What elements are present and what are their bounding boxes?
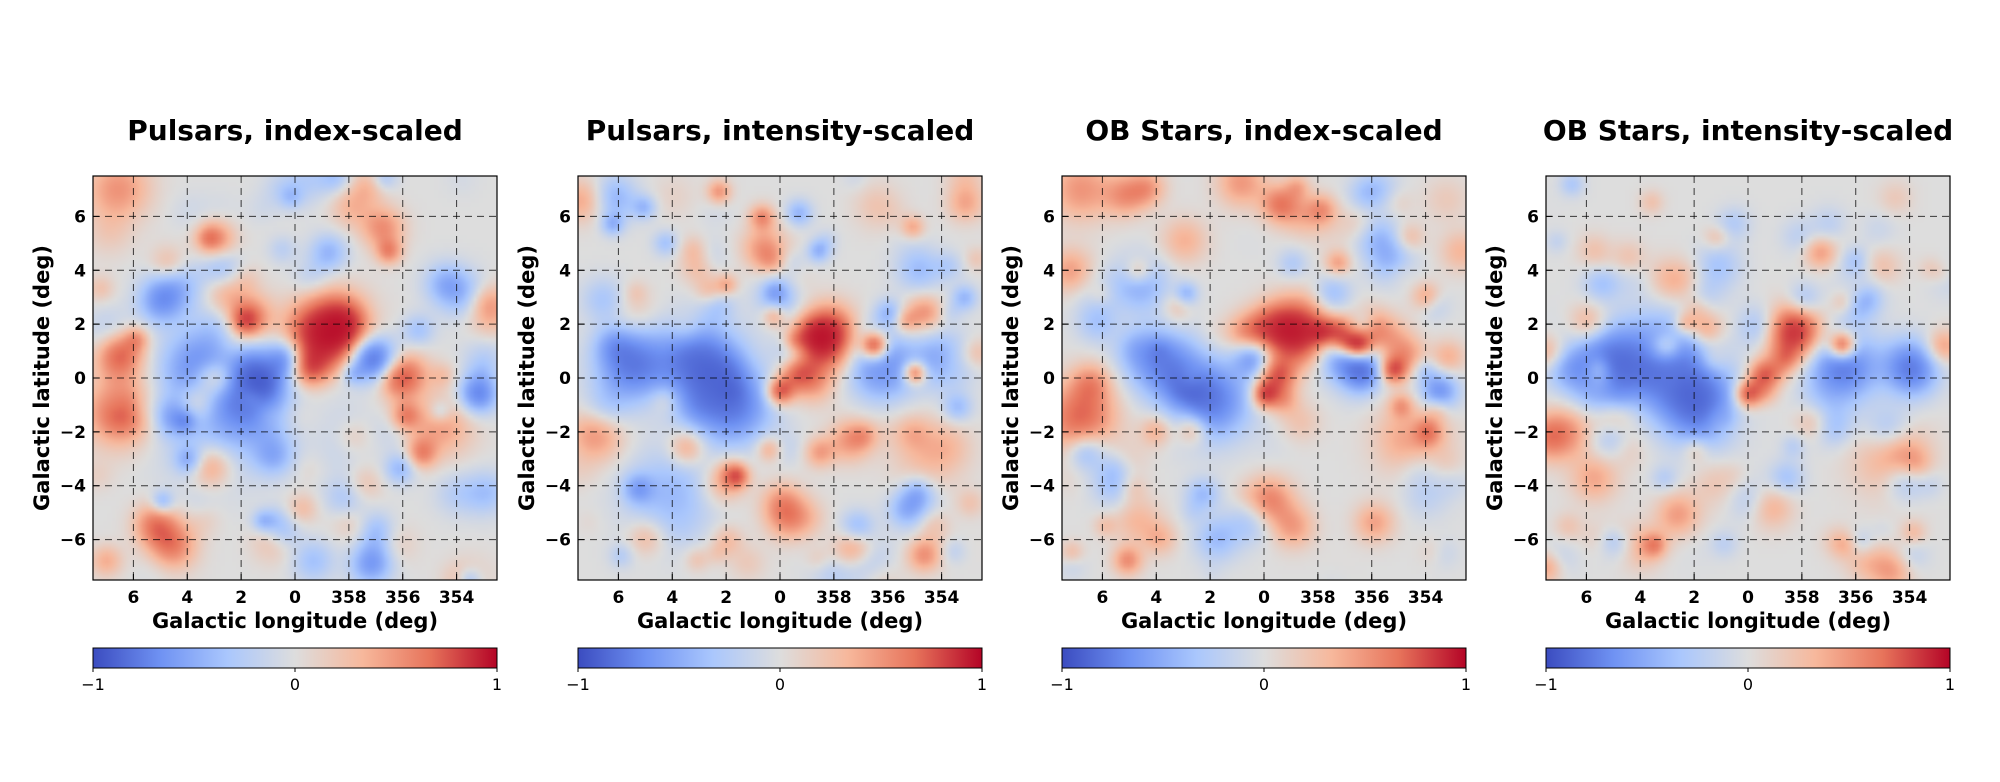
y-tick-label: −2 xyxy=(545,423,571,443)
y-axis-label: Galactic latitude (deg) xyxy=(999,245,1023,511)
y-tick-label: −6 xyxy=(60,531,86,551)
colorbar xyxy=(1061,647,1467,669)
panel-title: Pulsars, intensity-scaled xyxy=(586,114,975,147)
colorbar xyxy=(577,647,983,669)
x-tick-label: 356 xyxy=(1838,588,1874,608)
y-tick-label: 6 xyxy=(74,207,86,227)
y-tick-label: 0 xyxy=(1043,369,1055,389)
y-tick-label: 0 xyxy=(74,369,86,389)
colorbar xyxy=(1545,647,1951,669)
panel-3: 6 4 2 0 358 356 354 6 4 2 0 −2 −4 −6 OB Stars, index-s… xyxy=(999,114,1471,694)
y-tick-label: −2 xyxy=(1513,423,1539,443)
y-tick-label: 2 xyxy=(74,315,86,335)
colorbar-tick-label: −1 xyxy=(1534,675,1558,694)
x-tick-label: 358 xyxy=(816,588,852,608)
y-tick-label: 6 xyxy=(1527,207,1539,227)
y-tick-label: −2 xyxy=(60,423,86,443)
x-tick-label: 4 xyxy=(1634,588,1646,608)
y-tick-label: 2 xyxy=(1527,315,1539,335)
x-tick-label: 2 xyxy=(1204,588,1216,608)
x-tick-label: 358 xyxy=(1300,588,1336,608)
colorbar-tick-label: 0 xyxy=(1743,675,1753,694)
panel-title: OB Stars, intensity-scaled xyxy=(1543,114,1953,147)
y-tick-label: −6 xyxy=(545,531,571,551)
colorbar-tick-label: 1 xyxy=(977,675,987,694)
y-tick-label: −4 xyxy=(60,477,86,497)
y-tick-label: −6 xyxy=(1029,531,1055,551)
x-tick-label: 356 xyxy=(870,588,906,608)
y-tick-label: 4 xyxy=(559,261,571,281)
colorbar-tick-label: 0 xyxy=(1259,675,1269,694)
x-axis-label: Galactic longitude (deg) xyxy=(1121,609,1407,633)
colorbar-tick-label: 1 xyxy=(492,675,502,694)
x-axis-label: Galactic longitude (deg) xyxy=(152,609,438,633)
y-tick-label: 2 xyxy=(1043,315,1055,335)
y-tick-label: −4 xyxy=(1029,477,1055,497)
panel-2: 6 4 2 0 358 356 354 6 4 2 0 −2 −4 −6 Pulsars, intensit… xyxy=(515,114,987,694)
colorbar-tick-label: 0 xyxy=(290,675,300,694)
y-tick-label: 0 xyxy=(559,369,571,389)
x-tick-label: 0 xyxy=(1742,588,1754,608)
x-tick-label: 6 xyxy=(612,588,624,608)
x-tick-label: 0 xyxy=(774,588,786,608)
x-tick-label: 6 xyxy=(127,588,139,608)
x-tick-label: 6 xyxy=(1580,588,1592,608)
x-tick-label: 356 xyxy=(1354,588,1390,608)
x-tick-label: 354 xyxy=(1408,588,1444,608)
x-tick-label: 4 xyxy=(181,588,193,608)
colorbar-tick-label: −1 xyxy=(566,675,590,694)
x-tick-label: 0 xyxy=(1258,588,1270,608)
x-tick-label: 354 xyxy=(924,588,960,608)
x-axis-label: Galactic longitude (deg) xyxy=(637,609,923,633)
panel-4: 6 4 2 0 358 356 354 6 4 2 0 −2 −4 −6 OB Stars, intensi… xyxy=(1483,114,1955,694)
y-axis-label: Galactic latitude (deg) xyxy=(30,245,54,511)
x-axis-label: Galactic longitude (deg) xyxy=(1605,609,1891,633)
y-axis-label: Galactic latitude (deg) xyxy=(515,245,539,511)
colorbar-tick-label: 1 xyxy=(1461,675,1471,694)
x-tick-label: 356 xyxy=(385,588,421,608)
x-tick-label: 4 xyxy=(666,588,678,608)
x-tick-label: 0 xyxy=(289,588,301,608)
x-tick-label: 358 xyxy=(331,588,367,608)
y-tick-label: −4 xyxy=(1513,477,1539,497)
x-tick-label: 354 xyxy=(1892,588,1928,608)
y-tick-label: 4 xyxy=(1527,261,1539,281)
panel-title: Pulsars, index-scaled xyxy=(127,114,463,147)
panel-title: OB Stars, index-scaled xyxy=(1085,114,1442,147)
y-tick-label: 4 xyxy=(1043,261,1055,281)
colorbar-tick-label: 1 xyxy=(1945,675,1955,694)
y-tick-label: 6 xyxy=(559,207,571,227)
x-tick-label: 4 xyxy=(1150,588,1162,608)
y-tick-label: 4 xyxy=(74,261,86,281)
colorbar-tick-label: 0 xyxy=(775,675,785,694)
y-tick-label: −6 xyxy=(1513,531,1539,551)
y-tick-label: 2 xyxy=(559,315,571,335)
y-tick-label: −2 xyxy=(1029,423,1055,443)
y-tick-label: 6 xyxy=(1043,207,1055,227)
y-tick-label: 0 xyxy=(1527,369,1539,389)
x-tick-label: 6 xyxy=(1096,588,1108,608)
colorbar xyxy=(92,647,498,669)
x-tick-label: 358 xyxy=(1784,588,1820,608)
panel-1: 6 4 2 0 358 356 354 6 4 2 0 −2 −4 −6 Pulsars, index-sc… xyxy=(30,114,502,694)
colorbar-tick-label: −1 xyxy=(81,675,105,694)
y-axis-label: Galactic latitude (deg) xyxy=(1483,245,1507,511)
colorbar-tick-label: −1 xyxy=(1050,675,1074,694)
x-tick-label: 2 xyxy=(235,588,247,608)
x-tick-label: 2 xyxy=(1688,588,1700,608)
x-tick-label: 354 xyxy=(439,588,475,608)
x-tick-label: 2 xyxy=(720,588,732,608)
y-tick-label: −4 xyxy=(545,477,571,497)
